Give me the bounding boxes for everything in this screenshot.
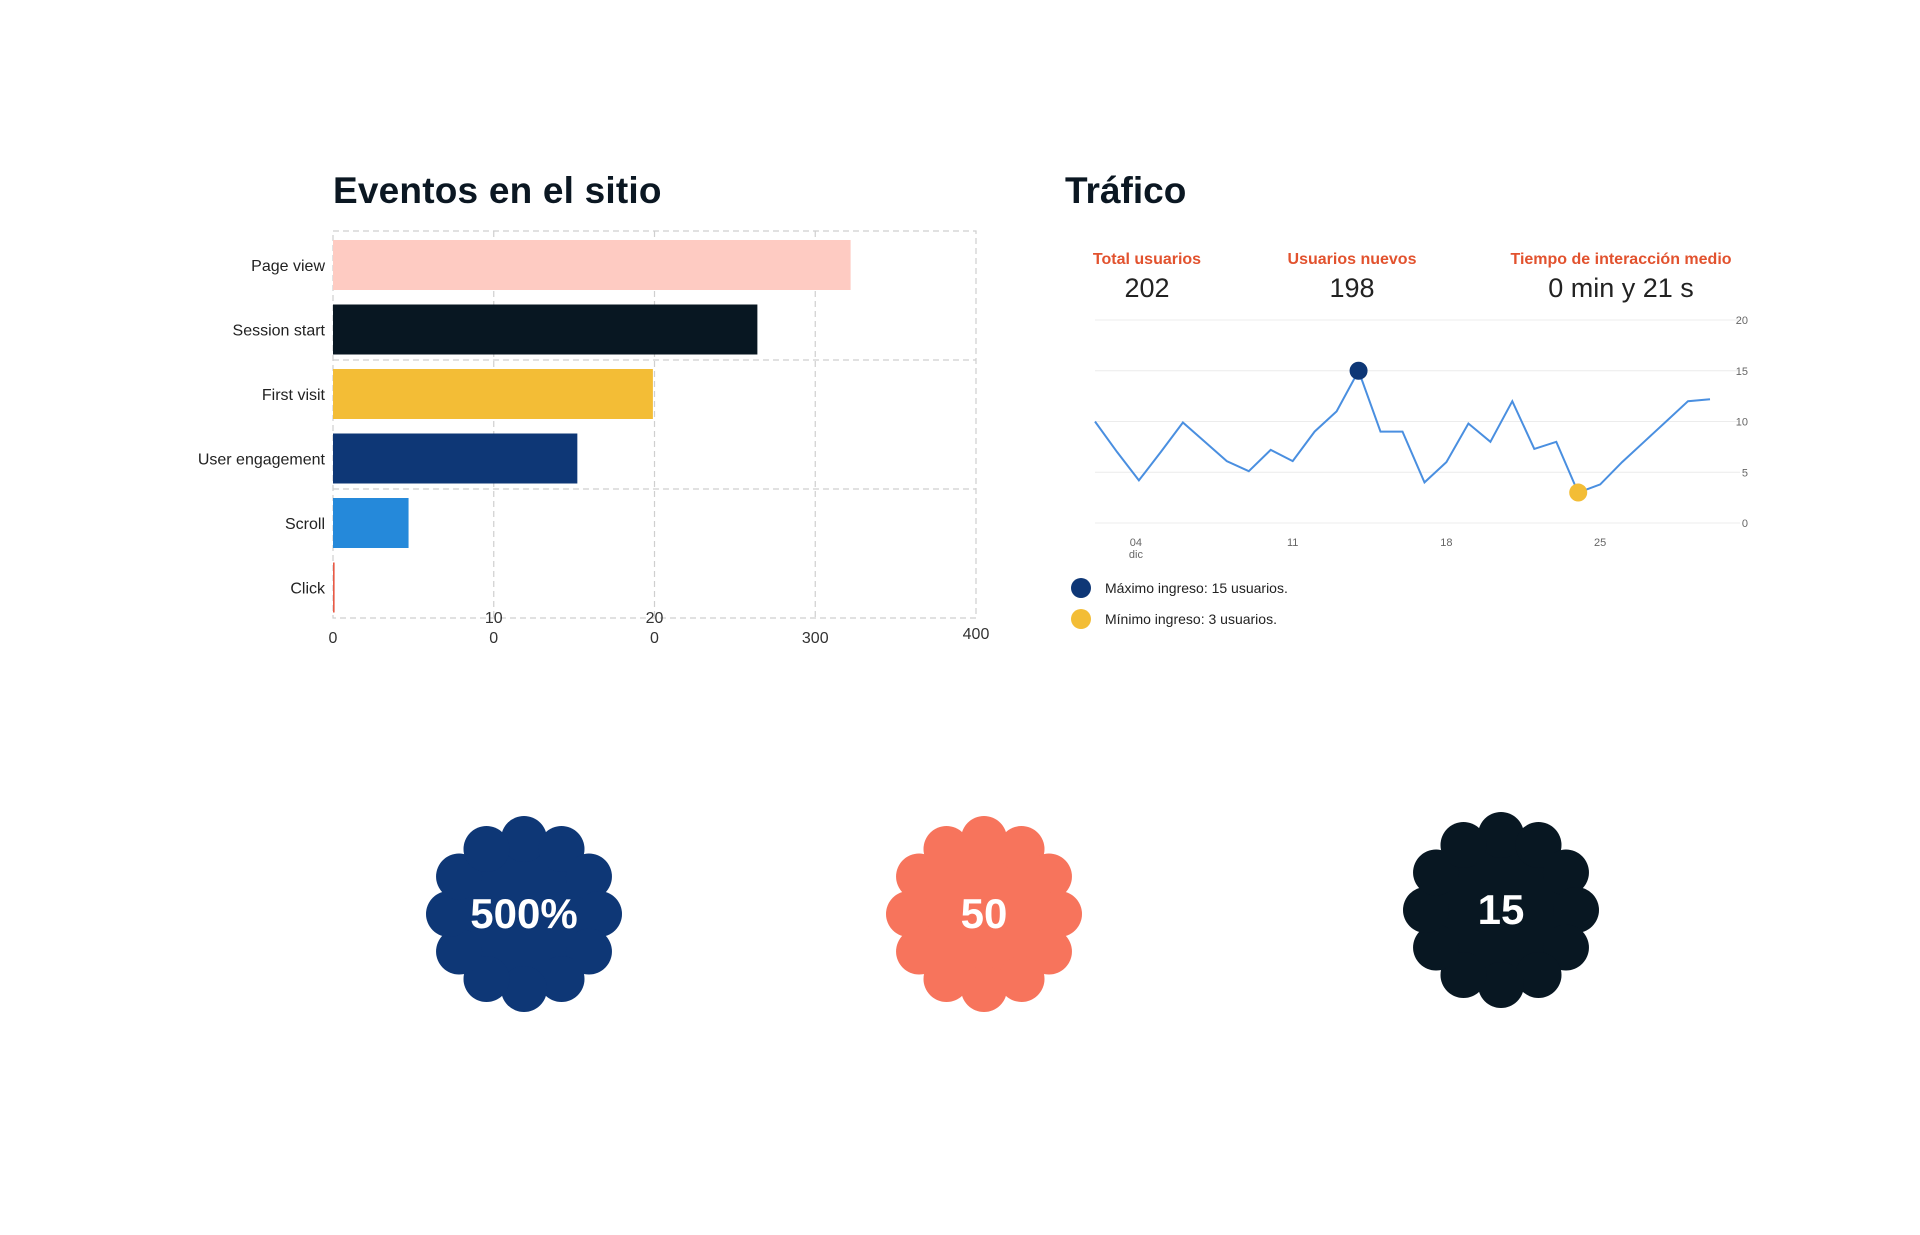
- badge-petal: [426, 891, 472, 937]
- stat-total-users-value: 202: [1124, 273, 1170, 303]
- badge-petal: [565, 853, 612, 900]
- badge-petal: [463, 826, 510, 873]
- badge-core: [1428, 837, 1574, 983]
- bar-x-tick-label: 0: [329, 630, 338, 647]
- badge-fifteen: 15: [1381, 790, 1621, 1030]
- legend-max-text: Máximo ingreso: 15 usuarios.: [1105, 580, 1288, 596]
- legend-max: Máximo ingreso: 15 usuarios.: [1071, 578, 1288, 598]
- badge-petal: [1478, 962, 1524, 1008]
- bar-category-label: Session start: [233, 323, 326, 340]
- legend-min-text: Mínimo ingreso: 3 usuarios.: [1105, 611, 1277, 627]
- stat-new-users-label: Usuarios nuevos: [1287, 251, 1417, 268]
- badge-fifteen-text: 15: [1477, 886, 1525, 933]
- badge-percent: 500%: [404, 794, 644, 1034]
- legend-max-dot: [1071, 578, 1091, 598]
- bar-scroll: [333, 498, 409, 548]
- bar-page-view: [333, 240, 851, 290]
- bar-x-tick-label: 400: [963, 626, 990, 643]
- bar-x-tick-label: 20: [646, 610, 664, 627]
- legend-min-dot: [1071, 609, 1091, 629]
- bar-category-label: Scroll: [285, 516, 325, 533]
- bar-first-visit: [333, 369, 653, 419]
- bar-category-label: User engagement: [198, 452, 326, 469]
- badge-petal: [1553, 887, 1599, 933]
- badge-fifty: 50: [864, 794, 1104, 1034]
- stat-new-users-value: 198: [1329, 273, 1375, 303]
- badge-petal: [896, 928, 943, 975]
- badge-petal: [961, 966, 1007, 1012]
- badge-core: [451, 841, 597, 987]
- badge-petal: [538, 955, 585, 1002]
- bar-category-label: First visit: [262, 387, 326, 404]
- badge-petal: [1403, 887, 1449, 933]
- badge-petal: [576, 891, 622, 937]
- badge-petal: [1542, 849, 1589, 896]
- badge-petal: [961, 816, 1007, 862]
- bar-session-start: [333, 304, 758, 355]
- bar-x-tick-label: 0: [489, 630, 498, 647]
- traffic-chart-title: Tráfico: [1065, 170, 1187, 211]
- badge-percent-text: 500%: [470, 890, 578, 937]
- badge-petal: [1440, 822, 1487, 869]
- bar-click: [333, 562, 335, 613]
- badge-petal: [1478, 812, 1524, 858]
- stat-total-users-label: Total usuarios: [1092, 251, 1202, 268]
- badge-petal: [436, 928, 483, 975]
- badge-petal: [1036, 891, 1082, 937]
- badge-petal: [1413, 924, 1460, 971]
- badge-fifty-shape: [886, 816, 1082, 1012]
- badge-fifteen-shape: [1403, 812, 1599, 1008]
- badge-petal: [886, 891, 932, 937]
- bar-category-label: Click: [290, 581, 326, 598]
- legend-min: Mínimo ingreso: 3 usuarios.: [1071, 609, 1277, 629]
- badge-percent-shape: [426, 816, 622, 1012]
- bar-user-engagement: [333, 433, 578, 484]
- badge-petal: [923, 826, 970, 873]
- badge-petal: [998, 955, 1045, 1002]
- badge-petal: [501, 816, 547, 862]
- bar-x-tick-label: 10: [485, 610, 503, 627]
- stat-avg-time-value: 0 min y 21 s: [1548, 273, 1694, 303]
- badge-petal: [501, 966, 547, 1012]
- badge-petal: [1515, 951, 1562, 998]
- events-chart-title: Eventos en el sitio: [333, 170, 662, 211]
- bar-x-tick-label: 300: [802, 630, 829, 647]
- stat-avg-time-label: Tiempo de interacción medio: [1510, 251, 1732, 268]
- bar-x-tick-label: 0: [650, 630, 659, 647]
- badge-petal: [1025, 853, 1072, 900]
- badge-fifty-text: 50: [960, 890, 1008, 937]
- badge-core: [911, 841, 1057, 987]
- bar-category-label: Page view: [251, 258, 325, 275]
